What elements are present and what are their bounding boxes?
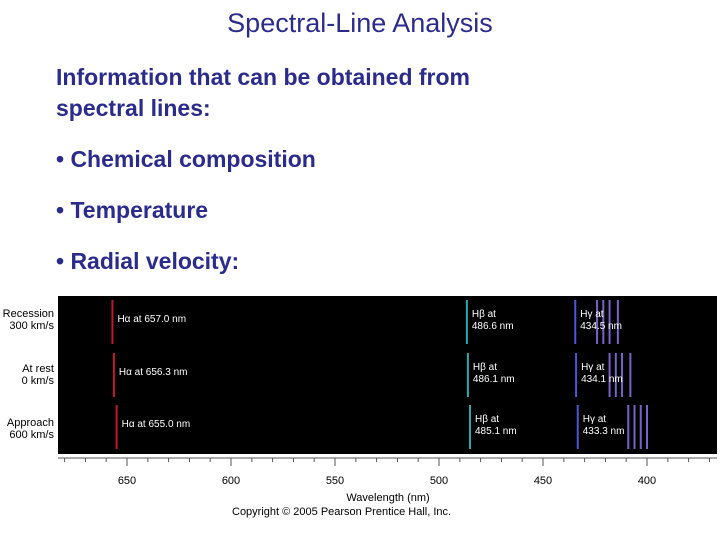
h-gamma-label: Hγ at bbox=[580, 309, 604, 320]
row-label-line-2: 600 km/s bbox=[9, 429, 54, 441]
row-label-approach: Approach 600 km/s bbox=[0, 417, 54, 441]
intro-line-2: spectral lines: bbox=[56, 95, 211, 121]
h-gamma-label: Hγ at bbox=[581, 362, 605, 373]
bullet-temperature: • Temperature bbox=[56, 197, 209, 223]
h-beta-wavelength: 486.1 nm bbox=[473, 374, 515, 385]
page-title: Spectral-Line Analysis bbox=[227, 8, 493, 38]
axis-tick-label: 400 bbox=[638, 475, 656, 487]
axis-label: Wavelength (nm) bbox=[346, 492, 429, 504]
intro-line-1: Information that can be obtained from bbox=[56, 64, 471, 90]
bullet-chemical-composition: • Chemical composition bbox=[56, 146, 316, 172]
axis-tick-label: 600 bbox=[222, 475, 240, 487]
bullet-radial-velocity: • Radial velocity: bbox=[56, 248, 240, 274]
row-label-line-2: 300 km/s bbox=[9, 320, 54, 332]
axis-tick-label: 650 bbox=[118, 475, 136, 487]
h-beta-label: Hβ at bbox=[472, 309, 496, 320]
h-beta-label: Hβ at bbox=[473, 362, 497, 373]
h-gamma-wavelength: 434.5 nm bbox=[580, 321, 622, 332]
axis-tick-label: 450 bbox=[534, 475, 552, 487]
h-beta-label: Hβ at bbox=[475, 414, 499, 425]
row-label-line-1: Approach bbox=[6, 417, 54, 429]
h-beta-wavelength: 485.1 nm bbox=[475, 426, 517, 437]
h-gamma-label: Hγ at bbox=[583, 414, 607, 425]
copyright-text: Copyright © 2005 Pearson Prentice Hall, … bbox=[232, 506, 452, 518]
h-alpha-label: Hα at 657.0 nm bbox=[117, 314, 186, 325]
axis-ticks: 650 600 550 500 450 400 bbox=[64, 458, 710, 487]
h-alpha-label: Hα at 655.0 nm bbox=[122, 419, 191, 430]
h-alpha-label: Hα at 656.3 nm bbox=[119, 367, 188, 378]
h-gamma-wavelength: 433.3 nm bbox=[583, 426, 625, 437]
axis-tick-label: 500 bbox=[430, 475, 448, 487]
row-label-line-1: At rest bbox=[22, 363, 54, 375]
row-label-line-2: 0 km/s bbox=[21, 375, 54, 387]
spectrum-lines bbox=[111, 300, 648, 449]
spectrum-band bbox=[58, 296, 717, 454]
h-beta-wavelength: 486.6 nm bbox=[472, 321, 514, 332]
axis-tick-label: 550 bbox=[326, 475, 344, 487]
row-label-at-rest: At rest 0 km/s bbox=[0, 363, 54, 387]
row-label-recession: Recession 300 km/s bbox=[0, 308, 54, 332]
h-gamma-wavelength: 434.1 nm bbox=[581, 374, 623, 385]
intro-text: Information that can be obtained from sp… bbox=[56, 62, 656, 124]
row-label-line-1: Recession bbox=[2, 308, 54, 320]
